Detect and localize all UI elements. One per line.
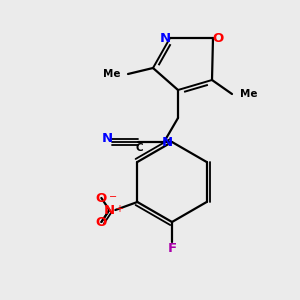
Text: N: N bbox=[101, 131, 112, 145]
Text: Me: Me bbox=[103, 69, 120, 79]
Text: F: F bbox=[167, 242, 177, 256]
Text: O: O bbox=[212, 32, 224, 44]
Text: N: N bbox=[159, 32, 171, 44]
Text: −: − bbox=[109, 192, 117, 202]
Text: O: O bbox=[96, 215, 107, 229]
Text: N: N bbox=[104, 203, 115, 217]
Text: +: + bbox=[116, 204, 123, 214]
Text: N: N bbox=[161, 136, 172, 148]
Text: Me: Me bbox=[240, 89, 257, 99]
Text: C: C bbox=[135, 143, 143, 153]
Text: O: O bbox=[96, 191, 107, 205]
